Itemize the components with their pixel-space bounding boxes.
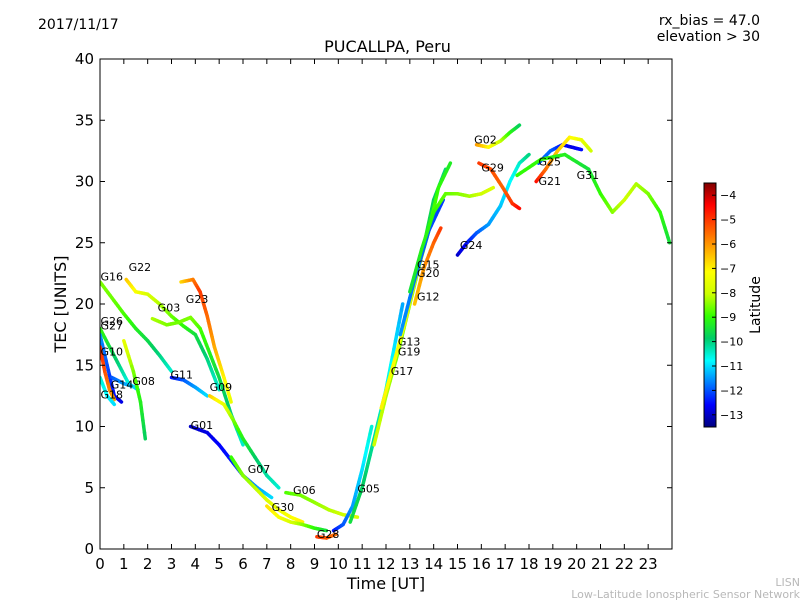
- prn-label-g06: G06: [293, 484, 316, 497]
- prn-label-g09: G09: [210, 381, 233, 394]
- prn-label-g31: G31: [577, 169, 600, 182]
- colorbar-tick-label: −10: [720, 336, 743, 349]
- trace-segment: [448, 163, 450, 167]
- x-tick-label: 18: [519, 555, 538, 573]
- trace-segment: [277, 486, 279, 488]
- colorbar-tick-label: −7: [720, 262, 736, 275]
- y-tick-label: 20: [75, 295, 94, 313]
- prn-label-g03: G03: [158, 301, 181, 314]
- x-tick-label: 23: [639, 555, 658, 573]
- prn-label-g29: G29: [481, 162, 504, 175]
- colorbar-tick-label: −6: [720, 238, 736, 251]
- x-tick-label: 10: [329, 555, 348, 573]
- x-tick-label: 16: [472, 555, 491, 573]
- x-tick-label: 4: [191, 555, 201, 573]
- y-tick-label: 0: [84, 540, 94, 558]
- colorbar-tick-label: −9: [720, 311, 736, 324]
- colorbar-tick-label: −4: [720, 189, 736, 202]
- x-tick-label: 11: [353, 555, 372, 573]
- trace-segment: [589, 149, 591, 151]
- colorbar-label: Latitude: [748, 276, 764, 334]
- x-tick-label: 0: [95, 555, 105, 573]
- trace-segment: [113, 403, 114, 404]
- prn-label-g22: G22: [129, 261, 152, 274]
- x-tick-label: 1: [119, 555, 129, 573]
- x-tick-label: 6: [238, 555, 248, 573]
- x-tick-label: 19: [543, 555, 562, 573]
- prn-label-g16: G16: [100, 271, 123, 284]
- colorbar-tick-label: −11: [720, 360, 743, 373]
- prn-label-g24: G24: [460, 239, 483, 252]
- x-tick-label: 15: [448, 555, 467, 573]
- prn-label-g23: G23: [186, 293, 209, 306]
- x-tick-label: 22: [615, 555, 634, 573]
- trace-segment: [401, 304, 402, 310]
- prn-label-g15: G15: [417, 258, 440, 271]
- y-tick-label: 5: [84, 479, 94, 497]
- prn-label-g07: G07: [248, 463, 271, 476]
- x-tick-label: 8: [286, 555, 296, 573]
- colorbar-tick-label: −13: [720, 409, 743, 422]
- y-tick-label: 10: [75, 418, 94, 436]
- x-tick-label: 7: [262, 555, 272, 573]
- trace-segment: [518, 208, 519, 209]
- prn-label-g30: G30: [272, 501, 295, 514]
- y-tick-label: 30: [75, 173, 94, 191]
- trace-segment: [205, 394, 207, 395]
- trace-segment: [440, 228, 441, 230]
- prn-label-g08: G08: [132, 375, 155, 388]
- x-tick-label: 21: [591, 555, 610, 573]
- trace-segment: [527, 155, 529, 156]
- colorbar-tick-label: −5: [720, 214, 736, 227]
- trace-layer: [100, 125, 670, 538]
- colorbar-tick-label: −8: [720, 287, 736, 300]
- prn-label-g05: G05: [357, 483, 380, 496]
- x-tick-label: 20: [567, 555, 586, 573]
- prn-label-g18: G18: [100, 388, 123, 401]
- x-tick-label: 14: [424, 555, 443, 573]
- prn-label-g17: G17: [391, 365, 414, 378]
- x-tick-label: 5: [214, 555, 224, 573]
- x-tick-label: 9: [310, 555, 320, 573]
- prn-label-g27: G27: [100, 320, 123, 333]
- prn-label-g02: G02: [474, 134, 497, 147]
- x-tick-label: 2: [143, 555, 153, 573]
- y-tick-label: 15: [75, 356, 94, 374]
- y-axis-label: TEC [UNITS]: [51, 256, 70, 354]
- x-tick-label: 3: [167, 555, 177, 573]
- trace-segment: [370, 427, 372, 434]
- trace-segment: [144, 433, 145, 439]
- prn-label-g25: G25: [539, 156, 562, 169]
- x-axis-label: Time [UT]: [346, 574, 425, 593]
- trace-segment: [668, 238, 670, 243]
- prn-label-g13: G13: [398, 336, 421, 349]
- prn-label-g11: G11: [171, 369, 194, 382]
- x-tick-label: 13: [400, 555, 419, 573]
- x-tick-label: 17: [496, 555, 515, 573]
- y-tick-label: 25: [75, 234, 94, 252]
- colorbar-tick-label: −12: [720, 384, 743, 397]
- prn-label-g12: G12: [417, 290, 440, 303]
- prn-label-g10: G10: [100, 345, 123, 358]
- x-tick-label: 12: [376, 555, 395, 573]
- colorbar-ticks: −4 −5 −6 −7 −8 −9 −10 −11 −12 −13: [712, 189, 743, 422]
- y-tick-label: 35: [75, 111, 94, 129]
- prn-label-g21: G21: [539, 175, 562, 188]
- trace-segment: [301, 521, 303, 522]
- trace-segment: [491, 188, 493, 189]
- trace-segment: [518, 125, 520, 126]
- trace-segment: [269, 496, 271, 498]
- trace-segment: [230, 398, 231, 402]
- prn-label-g01: G01: [191, 419, 214, 432]
- y-tick-label: 40: [75, 50, 94, 68]
- prn-label-g28: G28: [317, 528, 340, 541]
